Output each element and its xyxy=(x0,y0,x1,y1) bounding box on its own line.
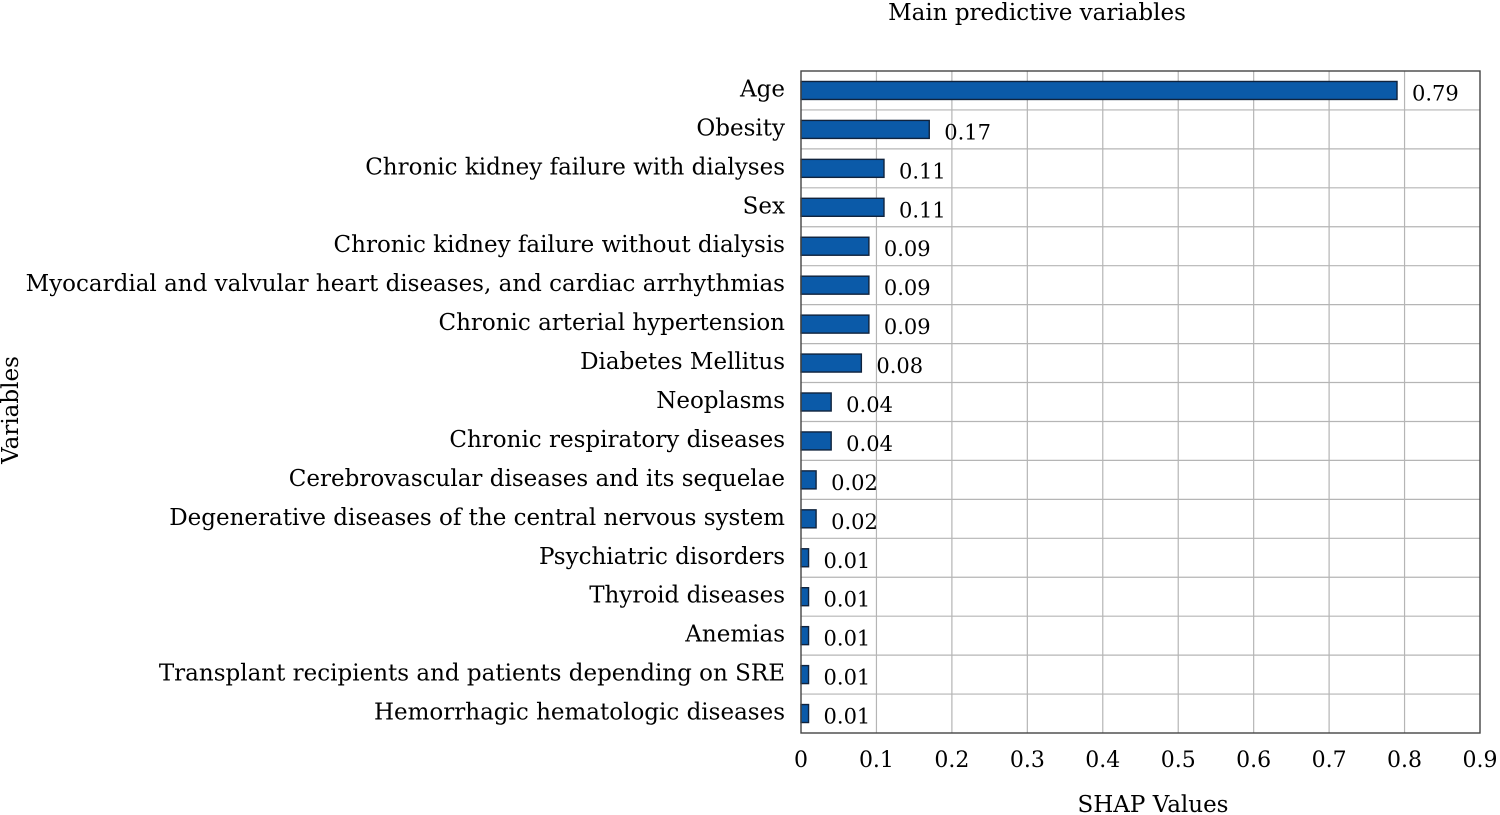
bar-value-label: 0.01 xyxy=(824,588,871,612)
bar-value-label: 0.08 xyxy=(876,354,923,378)
bar xyxy=(800,353,863,373)
bar xyxy=(800,587,810,607)
bar-value-label: 0.01 xyxy=(824,627,871,651)
bar-value-label: 0.09 xyxy=(884,276,931,300)
bar xyxy=(800,625,810,646)
bar-value-label: 0.01 xyxy=(824,549,871,573)
x-tick-label: 0.9 xyxy=(1463,748,1498,773)
x-tick-label: 0.1 xyxy=(859,748,894,773)
bar-value-label: 0.11 xyxy=(899,159,946,183)
x-tick-label: 0.7 xyxy=(1312,748,1347,773)
bar-value-label: 0.01 xyxy=(824,705,871,729)
x-tick-label: 0.5 xyxy=(1161,748,1196,773)
bar-value-label: 0.79 xyxy=(1412,81,1459,105)
x-tick-labels: 0 0.1 0.2 0.3 0.4 0.5 0.6 0.7 0.8 0.9 xyxy=(794,748,1498,773)
category-label: Psychiatric disorders xyxy=(539,544,785,570)
plot-frame xyxy=(800,70,1481,734)
bar xyxy=(800,509,817,529)
category-label: Chronic kidney failure with dialyses xyxy=(365,154,785,180)
x-tick-label: 0.6 xyxy=(1236,748,1271,773)
category-label: Chronic respiratory diseases xyxy=(449,427,785,453)
bar-value-label: 0.17 xyxy=(944,120,991,144)
bar-value-label: 0.11 xyxy=(899,198,946,222)
bar xyxy=(800,431,832,451)
category-labels: Age Obesity Chronic kidney failure with di… xyxy=(26,76,786,725)
x-tick-label: 0.3 xyxy=(1010,748,1045,773)
bar xyxy=(800,392,832,412)
category-label: Chronic arterial hypertension xyxy=(438,310,785,336)
category-label: Age xyxy=(739,76,785,102)
x-tick-label: 0.8 xyxy=(1387,748,1422,773)
bar xyxy=(800,548,810,568)
bar-value-label: 0.04 xyxy=(846,393,893,417)
category-label: Cerebrovascular diseases and its sequela… xyxy=(289,466,785,492)
bar-value-label: 0.09 xyxy=(884,315,931,339)
category-label: Degenerative diseases of the central ner… xyxy=(169,505,785,531)
category-label: Anemias xyxy=(684,622,785,648)
category-label: Chronic kidney failure without dialysis xyxy=(334,232,785,258)
bar xyxy=(800,119,930,140)
x-axis-title: SHAP Values xyxy=(1077,792,1228,815)
x-tick-label: 0 xyxy=(794,748,808,773)
bar-value-label: 0.02 xyxy=(831,510,878,534)
bar xyxy=(800,197,885,217)
category-label: Neoplasms xyxy=(656,388,785,414)
bar-value-label: 0.09 xyxy=(884,237,931,261)
chart-title: Main predictive variables xyxy=(888,0,1186,26)
y-axis-title: Variables xyxy=(0,356,24,465)
x-tick-label: 0.2 xyxy=(934,748,969,773)
bar xyxy=(800,314,870,334)
bar xyxy=(800,158,885,179)
category-label: Thyroid diseases xyxy=(589,583,785,609)
category-label: Obesity xyxy=(696,115,785,141)
grid-lines xyxy=(801,71,1480,733)
bar xyxy=(800,275,870,295)
category-label: Hemorrhagic hematologic diseases xyxy=(374,700,785,726)
bar-value-label: 0.01 xyxy=(824,666,871,690)
bar xyxy=(800,664,810,685)
bar xyxy=(800,236,870,256)
category-label: Myocardial and valvular heart diseases, … xyxy=(26,271,785,297)
bar xyxy=(800,80,1398,101)
category-label: Sex xyxy=(743,193,785,219)
x-tick-label: 0.4 xyxy=(1085,748,1120,773)
bar-value-label: 0.04 xyxy=(846,432,893,456)
bar xyxy=(800,470,817,490)
bar xyxy=(800,703,810,724)
category-label: Diabetes Mellitus xyxy=(580,349,785,375)
category-label: Transplant recipients and patients depen… xyxy=(159,661,785,687)
bar-value-label: 0.02 xyxy=(831,471,878,495)
bars: 0.79 0.17 0.11 0.11 0.09 0.09 0.09 0.08 0.04 0.04… xyxy=(800,80,1459,729)
